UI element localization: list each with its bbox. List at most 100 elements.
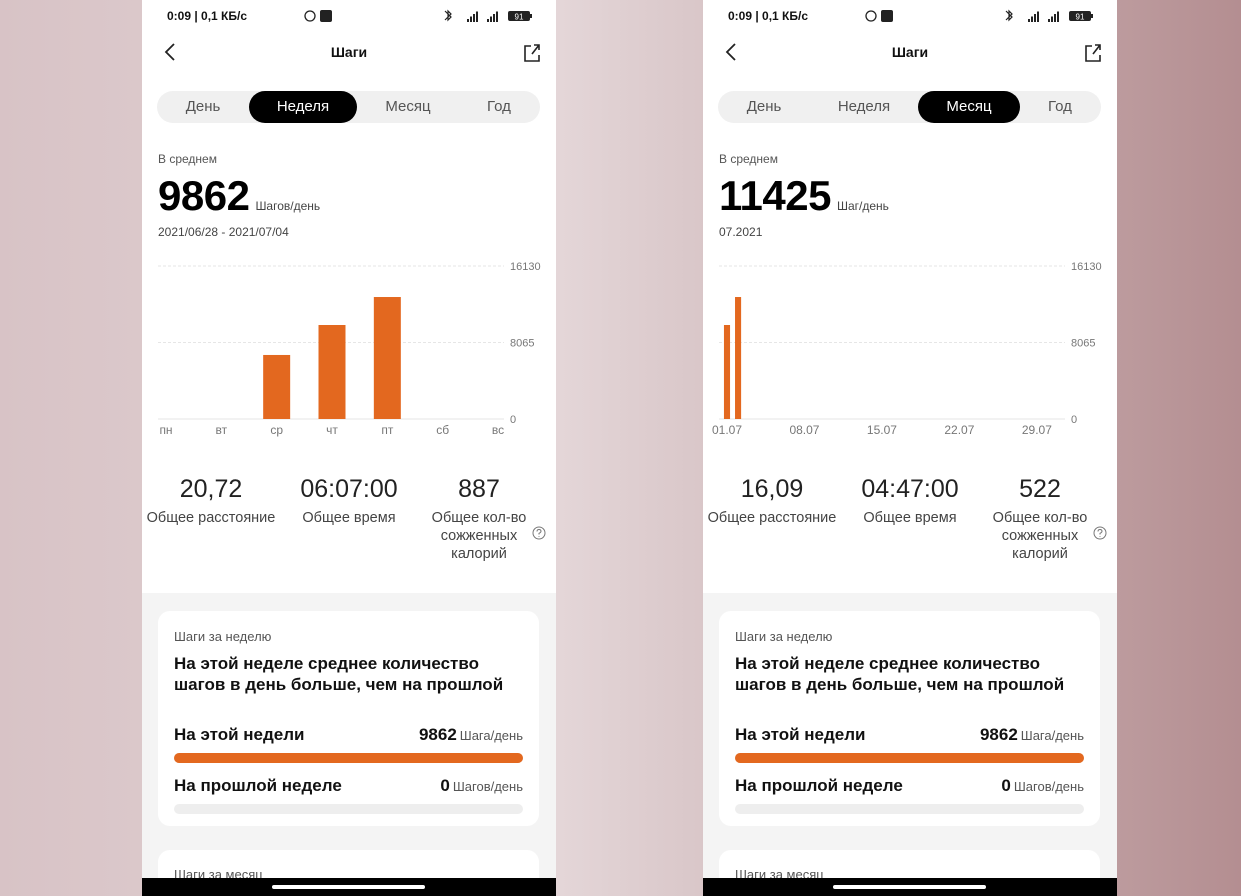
summary-label: В среднем (719, 152, 778, 166)
summary-row: 11425 Шаг/день (719, 172, 889, 220)
x-tick-label: 08.07 (789, 423, 819, 437)
summary-unit: Шаг/день (836, 199, 889, 213)
battery-tip (530, 14, 532, 18)
help-mark (1097, 528, 1103, 537)
y-tick-label: 8065 (510, 338, 534, 350)
row-value-group: 9862 Шага/день (980, 725, 1084, 745)
x-tick-label: ср (270, 423, 283, 437)
row-value-group: 9862 Шага/день (419, 725, 523, 745)
phone-screen: 0:09 | 0,1 КБ/с 91 Шаги День Неделя Месяц Год В… (703, 0, 1117, 896)
y-tick-label: 0 (1071, 414, 1077, 426)
steps-chart: 0 8065 16130 01.07 08.07 15.07 22.07 29.07 (712, 261, 1102, 437)
row-label: На этой недели (174, 725, 305, 744)
battery-level: 91 (1076, 13, 1085, 22)
bar (263, 354, 291, 419)
battery-tip (1091, 14, 1093, 18)
stat-label: Общее время (863, 510, 957, 526)
x-tick-label: чт (326, 423, 338, 437)
stat-label: Общее расстояние (146, 510, 276, 526)
signal-bar (476, 11, 478, 22)
tab-active[interactable]: Месяц (918, 91, 1020, 123)
signal-bar (490, 16, 492, 22)
bar (723, 324, 731, 419)
alarm-icon (865, 10, 877, 22)
tab[interactable]: Неделя (837, 98, 891, 115)
help-circle (532, 526, 546, 540)
y-tick-label: 16130 (510, 261, 541, 273)
header-icons (164, 43, 540, 62)
status-icons: 91 (865, 9, 1093, 22)
summary-period: 07.2021 (719, 225, 763, 239)
app-icon (320, 10, 332, 22)
y-tick-label: 0 (510, 414, 516, 426)
tab[interactable]: Месяц (385, 98, 431, 115)
signal-bar (1028, 19, 1030, 22)
row-value: 9862 (979, 725, 1018, 744)
battery-level: 91 (515, 13, 524, 22)
signal-bar (1054, 14, 1056, 22)
row-value-group: 0 Шагов/день (440, 776, 523, 796)
alarm-icon (304, 10, 316, 22)
bar (373, 297, 401, 419)
app-icon (881, 10, 893, 22)
weekly-card: Шаги за неделю На этой неделе среднее кол… (719, 611, 1100, 826)
tab[interactable]: День (746, 98, 782, 115)
home-indicator[interactable] (272, 885, 425, 889)
row-unit: Шага/день (1020, 728, 1084, 743)
progress-track (735, 804, 1084, 814)
card-headline: На этой неделе среднее количество шагов … (174, 654, 504, 694)
page-title: Шаги (891, 44, 929, 60)
progress-fill (174, 753, 523, 763)
tab-active[interactable]: Неделя (249, 91, 357, 123)
stat-value: 06:07:00 (300, 475, 398, 503)
page-title: Шаги (330, 44, 368, 60)
help-icon[interactable] (1093, 526, 1107, 540)
x-tick-label: пт (381, 423, 393, 437)
signal-bar (487, 19, 489, 22)
back-button[interactable] (725, 43, 736, 61)
help-mark (536, 528, 542, 537)
stat-value: 887 (458, 475, 500, 503)
share-button[interactable] (524, 44, 540, 62)
signal-bar (473, 14, 475, 22)
bluetooth-icon (444, 9, 452, 22)
x-tick-label: сб (436, 423, 449, 437)
stat-value: 04:47:00 (861, 475, 959, 503)
summary-row: 9862 Шагов/день (158, 172, 320, 220)
card-headline: На этой неделе среднее количество шагов … (735, 654, 1065, 694)
status-icons: 91 (304, 9, 532, 22)
row-value-group: 0 Шагов/день (1001, 776, 1084, 796)
summary-value: 11425 (719, 172, 831, 219)
progress-track (174, 804, 523, 814)
summary-value: 9862 (158, 172, 250, 219)
weekly-card: Шаги за неделю На этой неделе среднее кол… (158, 611, 539, 826)
row-label: На этой недели (735, 725, 866, 744)
signal-bar (1031, 16, 1033, 22)
help-icon[interactable] (532, 526, 546, 540)
phone-screen: 0:09 | 0,1 КБ/с 91 Шаги День Неделя Месяц Год В… (142, 0, 556, 896)
row-unit: Шагов/день (452, 779, 523, 794)
signal-bar (467, 19, 469, 22)
x-tick-label: вс (492, 423, 504, 437)
x-tick-label: 22.07 (944, 423, 974, 437)
home-indicator[interactable] (833, 885, 986, 889)
stat-label: Общее время (302, 510, 396, 526)
status-time: 0:09 | 0,1 КБ/с (728, 9, 809, 23)
tab[interactable]: Год (487, 98, 511, 115)
battery-icon (1069, 11, 1091, 21)
signal-bar (470, 16, 472, 22)
signal-bar (1048, 19, 1050, 22)
tab[interactable]: Год (1048, 98, 1072, 115)
y-tick-label: 8065 (1071, 338, 1095, 350)
header-icons (725, 43, 1101, 62)
stat-value: 20,72 (179, 475, 243, 503)
row-unit: Шагов/день (1013, 779, 1084, 794)
stat-label: Общее кол-во сожженных калорий (992, 510, 1088, 562)
share-button[interactable] (1085, 44, 1101, 62)
bluetooth-icon (1005, 9, 1013, 22)
back-button[interactable] (164, 43, 175, 61)
tab[interactable]: День (185, 98, 221, 115)
help-circle (1093, 526, 1107, 540)
bar (318, 324, 346, 419)
